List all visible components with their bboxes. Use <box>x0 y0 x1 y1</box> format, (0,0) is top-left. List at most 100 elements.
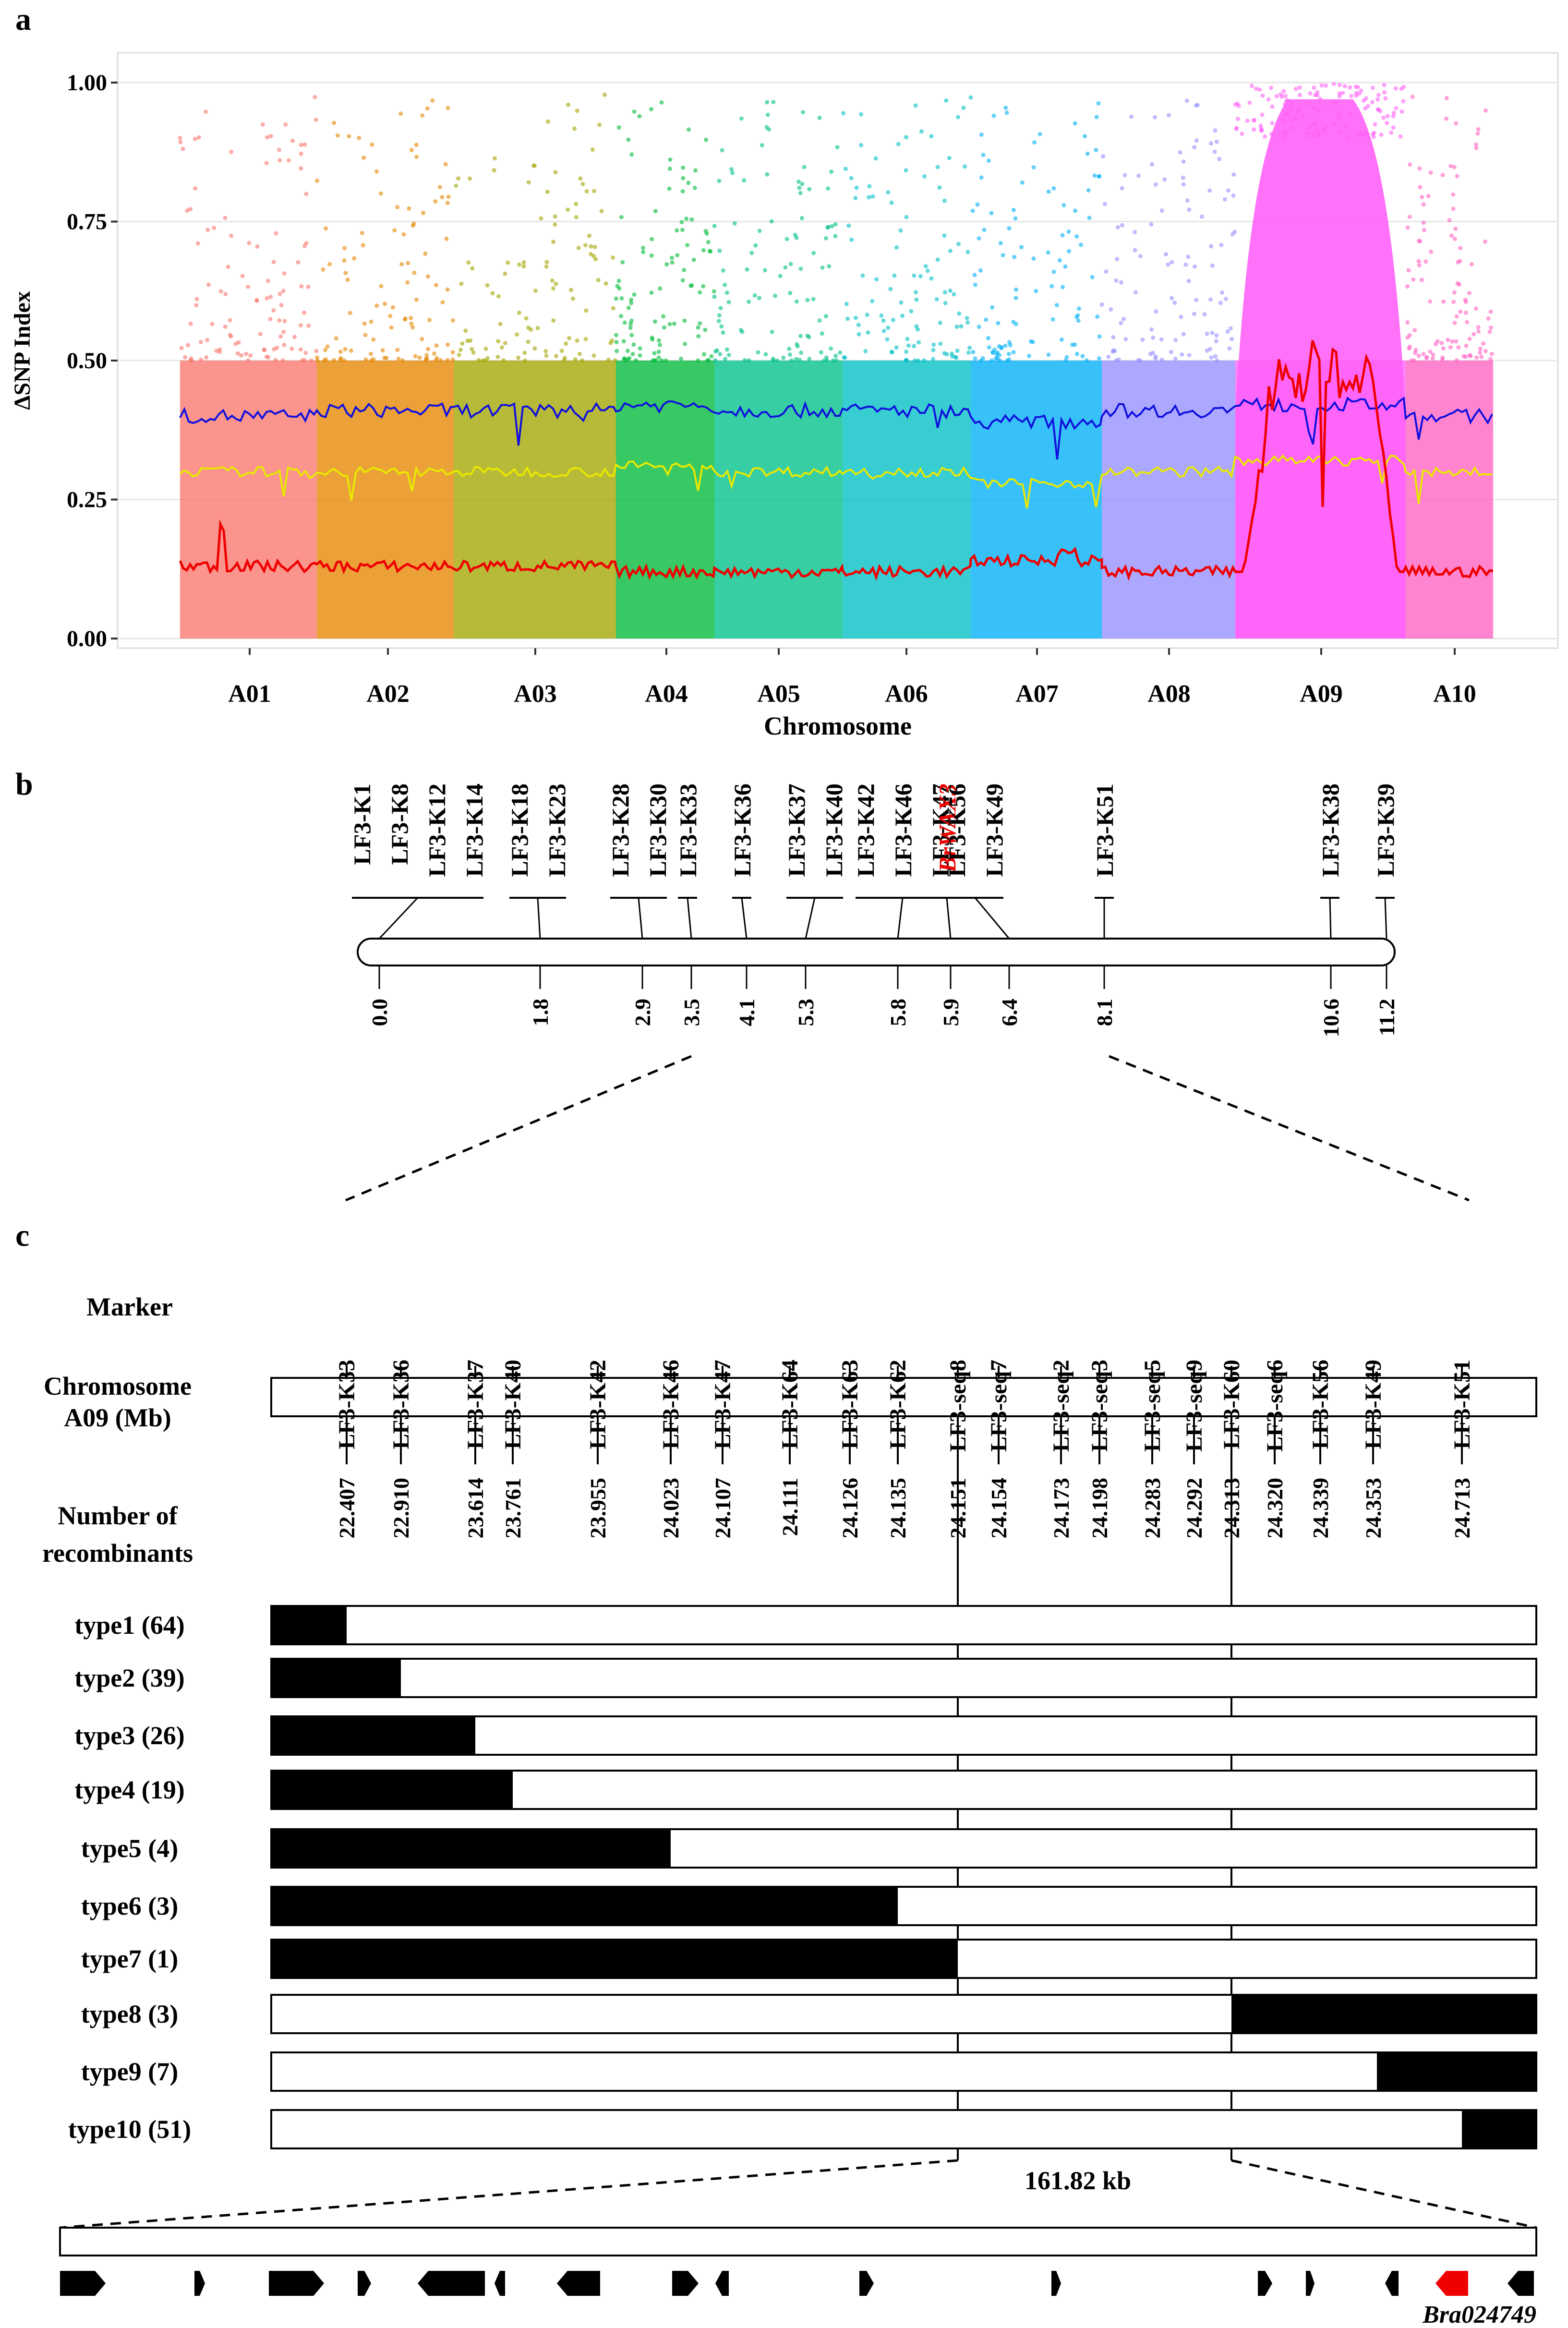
point <box>764 125 769 130</box>
point <box>181 146 185 151</box>
point <box>663 358 668 363</box>
point <box>680 228 685 232</box>
point <box>240 274 245 278</box>
point <box>1076 318 1081 323</box>
point <box>1353 84 1358 89</box>
point <box>720 148 724 153</box>
point <box>1370 85 1375 90</box>
recombinant-header: Number of recombinants <box>42 1501 193 1568</box>
point <box>794 299 799 304</box>
point <box>414 155 419 159</box>
fine-position-label: 23.955 <box>586 1478 610 1539</box>
group-connector <box>687 897 692 939</box>
point <box>1084 358 1089 363</box>
point <box>799 350 804 355</box>
point <box>937 185 942 190</box>
point <box>420 337 424 341</box>
point <box>485 356 490 361</box>
point <box>615 349 619 353</box>
genetic-map: LF3-K1 LF3-K8 LF3-K12 LF3-K14 0.0 LF3-K18 LF3-… <box>345 784 1470 1202</box>
points-dense <box>1406 361 1493 639</box>
point <box>990 305 995 310</box>
point <box>535 326 540 330</box>
point <box>931 342 936 347</box>
point <box>1260 93 1265 98</box>
point <box>410 223 415 228</box>
point <box>1307 124 1312 129</box>
point <box>496 339 501 344</box>
point <box>1475 131 1480 136</box>
point <box>1419 277 1424 282</box>
point <box>894 345 899 350</box>
point <box>970 208 975 213</box>
map-marker-LF3-K36: LF3-K36 <box>729 784 756 877</box>
point <box>952 292 956 297</box>
point <box>1381 115 1386 120</box>
point <box>1140 338 1145 342</box>
point <box>1178 150 1182 155</box>
point <box>929 134 934 139</box>
point <box>1407 333 1412 338</box>
point <box>302 142 307 147</box>
point <box>1317 131 1321 136</box>
point <box>752 293 757 298</box>
point <box>772 293 777 298</box>
point <box>1305 131 1310 136</box>
point <box>229 149 234 154</box>
point <box>327 262 332 266</box>
recombinant-type-label: type5 (4) <box>81 1834 178 1863</box>
point <box>986 336 990 340</box>
point <box>1245 119 1250 123</box>
point <box>573 357 578 362</box>
map-position-label: 5.8 <box>886 999 910 1026</box>
map-marker-LF3-K47: LF3-K47 <box>927 784 954 877</box>
point <box>529 327 533 332</box>
point <box>614 333 619 338</box>
point <box>1049 284 1054 289</box>
recombinant-segment <box>271 1606 347 1644</box>
map-position-label: 10.6 <box>1319 999 1343 1037</box>
point <box>562 358 567 362</box>
group-connector <box>897 897 904 939</box>
point <box>1418 185 1423 190</box>
point <box>955 349 960 353</box>
point <box>501 358 506 363</box>
point <box>629 152 634 157</box>
point <box>414 143 419 147</box>
point <box>254 298 259 303</box>
point <box>1484 108 1488 113</box>
point <box>853 315 858 320</box>
point <box>425 274 430 279</box>
point <box>1031 165 1036 170</box>
group-connector <box>974 897 1010 939</box>
point <box>987 158 991 163</box>
point <box>526 180 531 185</box>
gene-model <box>358 2271 371 2296</box>
line-snp-index <box>179 340 1494 581</box>
point <box>726 353 731 357</box>
point <box>826 186 831 191</box>
x-tick-label-A08: A08 <box>1147 680 1191 708</box>
group-connector <box>1384 897 1387 939</box>
point <box>243 351 248 356</box>
point <box>1270 121 1275 125</box>
point <box>614 340 619 345</box>
point <box>1451 300 1456 304</box>
point <box>652 319 657 324</box>
fine-position-label: 24.283 <box>1140 1478 1165 1539</box>
point <box>1220 290 1224 295</box>
point <box>193 186 198 191</box>
point <box>296 260 301 265</box>
point <box>233 341 238 346</box>
point <box>1337 83 1342 87</box>
point <box>1184 98 1189 103</box>
point <box>1080 354 1085 359</box>
point <box>798 266 803 271</box>
point <box>273 358 278 362</box>
point <box>904 168 908 173</box>
point <box>567 336 572 340</box>
point <box>1441 299 1446 304</box>
map-marker-LF3-K12: LF3-K12 <box>423 784 450 877</box>
chromosome-A10-points <box>1405 95 1494 639</box>
point <box>299 151 303 156</box>
